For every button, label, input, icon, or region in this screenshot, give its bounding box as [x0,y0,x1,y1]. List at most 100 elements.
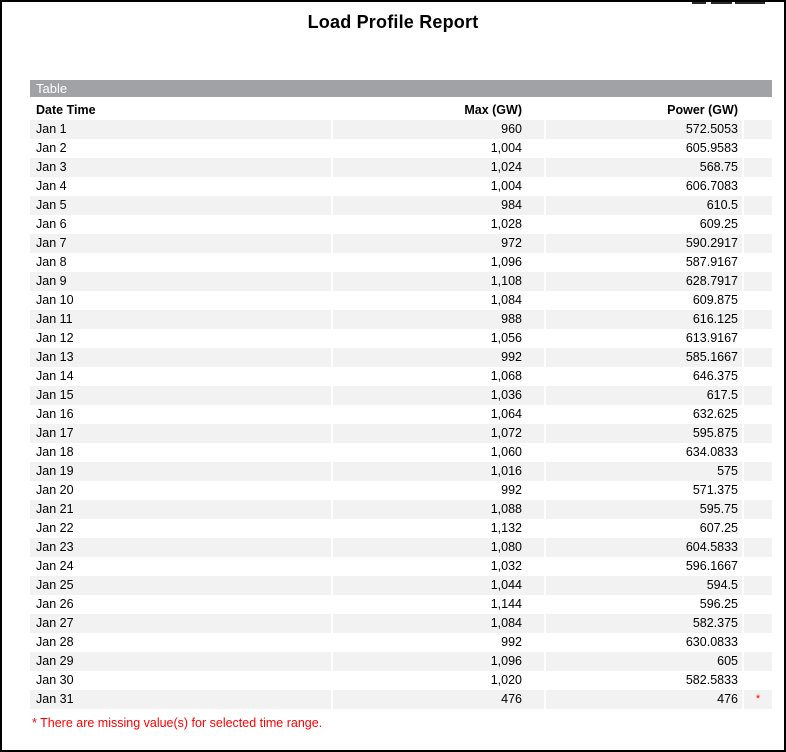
max-cell: 1,084 [331,291,545,310]
power-cell: 604.5833 [544,538,743,557]
max-cell: 1,084 [331,614,545,633]
missing-value-flag [742,234,772,253]
table-row: Jan 17 1,072 595.875 [30,424,772,443]
table-row: Jan 3 1,024 568.75 [30,158,772,177]
missing-value-flag [742,519,772,538]
max-cell: 988 [331,310,545,329]
table-row: Jan 5 984 610.5 [30,196,772,215]
table-row: Jan 22 1,132 607.25 [30,519,772,538]
column-header-date-time: Date Time [36,103,96,117]
table-row: Jan 23 1,080 604.5833 [30,538,772,557]
table-row: Jan 31 476 476 * [30,690,772,709]
table-row: Jan 8 1,096 587.9167 [30,253,772,272]
missing-value-flag [742,595,772,614]
missing-value-flag [742,424,772,443]
missing-value-flag [742,614,772,633]
missing-value-flag [742,481,772,500]
max-cell: 1,044 [331,576,545,595]
power-cell: 617.5 [544,386,743,405]
power-cell: 605.9583 [544,139,743,158]
missing-values-footnote: * There are missing value(s) for selecte… [32,716,323,730]
date-cell: Jan 5 [30,196,332,215]
missing-value-flag [742,386,772,405]
date-cell: Jan 19 [30,462,332,481]
max-cell: 1,064 [331,405,545,424]
power-cell: 575 [544,462,743,481]
power-cell: 630.0833 [544,633,743,652]
missing-value-flag [742,310,772,329]
power-cell: 582.375 [544,614,743,633]
max-cell: 1,096 [331,253,545,272]
date-cell: Jan 26 [36,597,74,611]
missing-value-flag [742,215,772,234]
power-cell: 606.7083 [544,177,743,196]
missing-value-flag: * [742,690,772,709]
date-cell: Jan 18 [36,445,74,459]
table-row: Jan 16 1,064 632.625 [30,405,772,424]
column-header-flag [742,101,772,120]
table-row: Jan 25 1,044 594.5 [30,576,772,595]
max-cell: 1,132 [331,519,545,538]
max-cell: 1,020 [331,671,545,690]
date-cell: Jan 20 [36,483,74,497]
max-cell: 1,056 [331,329,545,348]
table-row: Jan 11 988 616.125 [30,310,772,329]
max-cell: 1,036 [331,386,545,405]
power-cell: 595.875 [544,424,743,443]
table-row: Jan 20 992 571.375 [30,481,772,500]
power-cell: 613.9167 [544,329,743,348]
missing-value-flag [742,367,772,386]
missing-value-flag [742,177,772,196]
power-cell: 632.625 [544,405,743,424]
max-cell: 476 [331,690,545,709]
missing-value-flag [742,158,772,177]
power-cell: 585.1667 [544,348,743,367]
power-cell: 628.7917 [544,272,743,291]
missing-value-flag [742,196,772,215]
max-cell: 992 [331,348,545,367]
load-profile-table: Date Time Max (GW) Power (GW) Jan 1 960 … [30,101,772,709]
missing-value-flag [742,576,772,595]
max-cell: 984 [331,196,545,215]
date-cell: Jan 1 [30,120,332,139]
missing-value-flag [742,329,772,348]
power-cell: 596.1667 [544,557,743,576]
max-cell: 1,016 [331,462,545,481]
report-content: Table Date Time Max (GW) Power (GW) Jan … [30,80,772,730]
date-cell: Jan 21 [30,500,332,519]
missing-value-flag [742,120,772,139]
max-cell: 1,072 [331,424,545,443]
missing-value-flag [742,348,772,367]
table-row: Jan 1 960 572.5053 [30,120,772,139]
clipped-text-artifact [692,2,706,4]
missing-value-flag [742,139,772,158]
power-cell: 571.375 [544,481,743,500]
power-cell: 605 [544,652,743,671]
power-cell: 595.75 [544,500,743,519]
date-cell: Jan 25 [30,576,332,595]
table-row: Jan 13 992 585.1667 [30,348,772,367]
date-cell: Jan 10 [36,293,74,307]
table-row: Jan 27 1,084 582.375 [30,614,772,633]
missing-value-flag [742,538,772,557]
missing-value-flag [742,253,772,272]
clipped-text-artifact [711,2,732,4]
table-row: Jan 21 1,088 595.75 [30,500,772,519]
power-cell: 568.75 [544,158,743,177]
power-cell: 582.5833 [544,671,743,690]
date-cell: Jan 6 [36,217,67,231]
power-cell: 634.0833 [544,443,743,462]
table-body: Jan 1 960 572.5053 Jan 2 1,004 605.9583 … [30,120,772,709]
table-row: Jan 29 1,096 605 [30,652,772,671]
date-cell: Jan 27 [30,614,332,633]
table-row: Jan 12 1,056 613.9167 [30,329,772,348]
table-row: Jan 19 1,016 575 [30,462,772,481]
date-cell: Jan 3 [30,158,332,177]
clipped-text-artifact [735,2,765,4]
date-cell: Jan 22 [36,521,74,535]
power-cell: 596.25 [544,595,743,614]
missing-value-flag [742,557,772,576]
power-cell: 607.25 [544,519,743,538]
max-cell: 1,080 [331,538,545,557]
